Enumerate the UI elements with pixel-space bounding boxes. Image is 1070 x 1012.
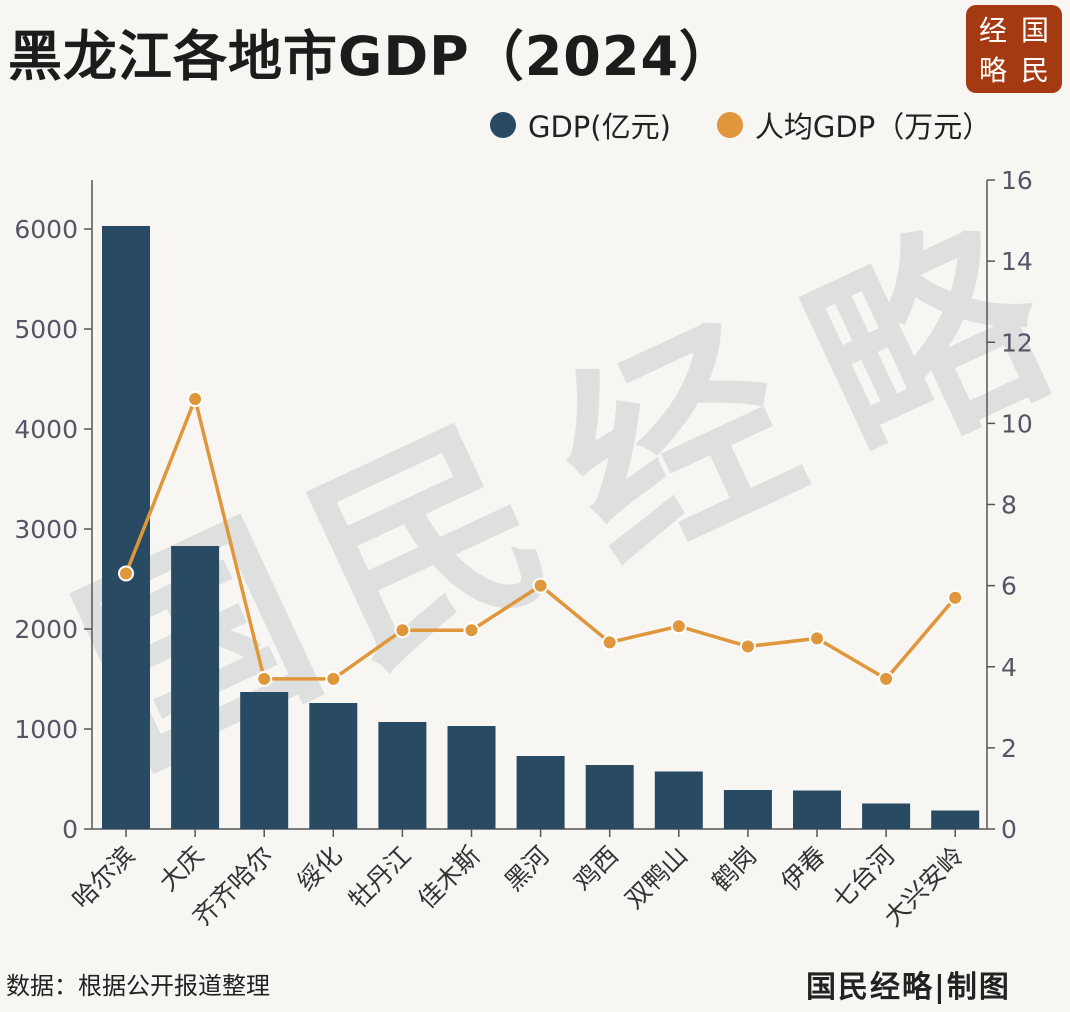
point-per-capita bbox=[947, 589, 964, 606]
legend-label-per-capita: 人均GDP（万元） bbox=[754, 110, 992, 144]
bar-gdp bbox=[447, 726, 496, 829]
bar-gdp bbox=[862, 803, 911, 829]
y-left-tick-label: 4000 bbox=[14, 415, 78, 444]
x-tick-label: 伊春 bbox=[775, 841, 831, 897]
bar-gdp bbox=[516, 756, 565, 829]
legend-marker-per-capita bbox=[716, 112, 743, 138]
legend-item-gdp: GDP(亿元) bbox=[490, 104, 671, 146]
credit-text: 国民经略|制图 bbox=[806, 970, 1011, 1005]
point-per-capita bbox=[118, 565, 134, 582]
x-tick-label: 绥化 bbox=[292, 841, 348, 897]
logo-char: 国 bbox=[1020, 14, 1049, 47]
y-right-tick-label: 16 bbox=[1001, 166, 1033, 195]
point-per-capita bbox=[463, 622, 480, 639]
x-tick-label: 双鸭山 bbox=[619, 841, 693, 915]
x-tick-label: 鸡西 bbox=[568, 841, 624, 897]
logo-char: 民 bbox=[1020, 54, 1049, 87]
y-left-tick-label: 0 bbox=[62, 815, 78, 844]
point-per-capita bbox=[187, 391, 204, 408]
data-source: 数据：根据公开报道整理 bbox=[6, 972, 270, 1000]
bar-gdp bbox=[309, 703, 358, 829]
logo-char: 经 bbox=[978, 14, 1007, 47]
point-per-capita bbox=[670, 618, 687, 635]
brand-logo: 经 国 略 民 bbox=[966, 5, 1062, 93]
y-right-tick-label: 4 bbox=[1001, 653, 1017, 682]
point-per-capita bbox=[325, 670, 342, 687]
y-left-tick-label: 3000 bbox=[14, 515, 78, 544]
y-right-tick-label: 14 bbox=[1001, 247, 1033, 276]
x-tick-label: 牡丹江 bbox=[343, 841, 417, 915]
legend-label-gdp: GDP(亿元) bbox=[528, 110, 671, 144]
x-tick-label: 大庆 bbox=[153, 841, 209, 897]
y-left-tick-label: 2000 bbox=[14, 615, 78, 644]
y-right-tick-label: 6 bbox=[1001, 572, 1017, 601]
y-right-tick-label: 8 bbox=[1001, 491, 1017, 520]
bar-gdp bbox=[240, 692, 289, 829]
logo-char: 略 bbox=[978, 54, 1007, 87]
bar-gdp bbox=[378, 722, 427, 829]
y-right-tick-label: 0 bbox=[1001, 815, 1017, 844]
bar-gdp bbox=[793, 790, 841, 829]
y-left-tick-label: 6000 bbox=[14, 215, 78, 244]
bar-gdp bbox=[723, 790, 772, 829]
legend-marker-gdp bbox=[490, 112, 516, 138]
y-right-tick-label: 10 bbox=[1001, 409, 1033, 438]
bar-gdp bbox=[585, 765, 634, 829]
point-per-capita bbox=[809, 630, 825, 647]
point-per-capita bbox=[394, 622, 411, 639]
page-title: 黑龙江各地市GDP（2024） bbox=[8, 25, 735, 88]
point-per-capita bbox=[532, 577, 549, 594]
bar-gdp bbox=[102, 226, 150, 829]
line-per-capita bbox=[124, 397, 957, 681]
point-per-capita bbox=[878, 670, 895, 687]
x-tick-label: 佳木斯 bbox=[412, 841, 486, 915]
chart-legend: GDP(亿元) 人均GDP（万元） bbox=[490, 104, 1037, 146]
y-right-tick-label: 2 bbox=[1001, 734, 1017, 763]
bar-gdp bbox=[171, 546, 220, 829]
legend-item-per-capita: 人均GDP（万元） bbox=[716, 104, 992, 146]
y-left-tick-label: 5000 bbox=[14, 315, 78, 344]
bar-gdp bbox=[654, 771, 703, 829]
y-right-tick-label: 12 bbox=[1001, 328, 1033, 357]
x-tick-label: 哈尔滨 bbox=[67, 841, 141, 915]
point-per-capita bbox=[739, 638, 756, 655]
x-tick-label: 黑河 bbox=[499, 841, 555, 897]
y-left-tick-label: 1000 bbox=[14, 715, 78, 744]
bar-gdp bbox=[931, 810, 980, 829]
point-per-capita bbox=[601, 634, 618, 651]
x-tick-label: 鹤岗 bbox=[706, 841, 762, 897]
point-per-capita bbox=[256, 670, 273, 687]
